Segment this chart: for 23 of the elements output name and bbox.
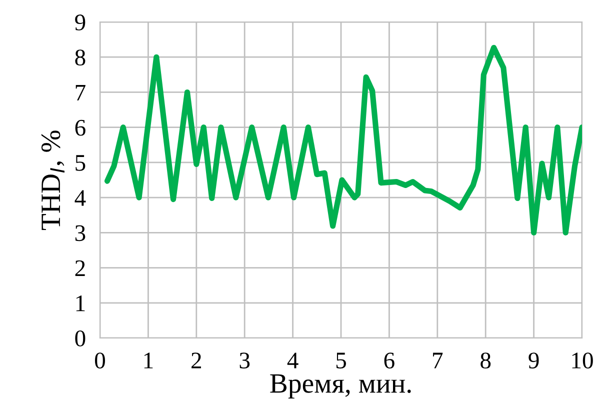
y-tick-label: 3 — [75, 225, 86, 242]
x-tick-label: 4 — [287, 352, 298, 368]
y-tick-label: 5 — [76, 155, 86, 171]
y-tick-label: 0 — [75, 330, 86, 346]
y-tick-label: 1 — [76, 295, 85, 312]
y-tick-label: 6 — [75, 120, 86, 136]
x-axis-title: Время, мин. — [270, 374, 411, 398]
y-tick-label: 9 — [75, 14, 86, 30]
x-tick-label: 3 — [240, 352, 250, 369]
y-axis-title: THD$_{I}$, % — [41, 130, 64, 230]
y-tick-label: 8 — [75, 50, 86, 66]
x-tick-label: 7 — [433, 352, 443, 368]
x-tick-label: 2 — [192, 352, 201, 368]
x-tick-label: 10 — [572, 352, 593, 369]
x-tick-label: 8 — [480, 352, 491, 369]
x-tick-label: 1 — [144, 352, 153, 368]
x-tick-label: 5 — [336, 352, 346, 369]
x-tick-label: 6 — [384, 352, 394, 369]
x-tick-label: 9 — [528, 352, 539, 369]
y-tick-label: 4 — [74, 190, 86, 206]
x-tick-label: 0 — [94, 352, 106, 369]
y-tick-label: 2 — [75, 260, 85, 276]
y-tick-label: 7 — [76, 84, 86, 100]
